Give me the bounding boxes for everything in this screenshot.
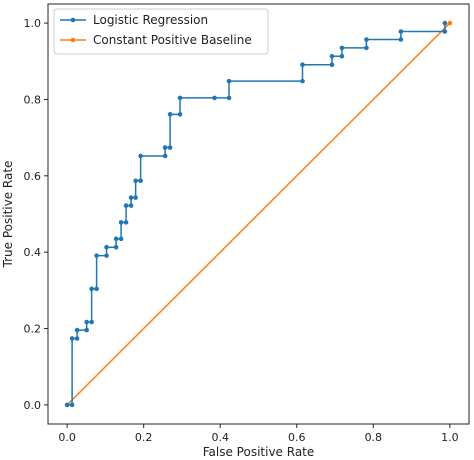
data-point-0: [162, 145, 168, 150]
data-point-0: [162, 153, 168, 159]
y-tick-label: 1.0: [24, 17, 42, 30]
data-point-0: [300, 62, 305, 68]
legend-marker-1: [70, 37, 76, 43]
data-point-0: [113, 244, 119, 250]
data-point-0: [123, 220, 129, 225]
data-point-0: [128, 203, 134, 208]
y-axis-label: True Positive Rate: [1, 161, 15, 269]
data-point-0: [64, 402, 70, 408]
data-point-0: [339, 54, 345, 59]
x-axis-label: False Positive Rate: [203, 445, 315, 459]
data-point-0: [226, 95, 232, 101]
data-point-0: [104, 253, 109, 258]
data-point-0: [84, 327, 89, 333]
data-point-0: [74, 336, 80, 341]
data-point-0: [364, 45, 369, 51]
legend-marker-0: [70, 17, 76, 23]
data-point-0: [364, 37, 369, 42]
data-point-0: [177, 112, 183, 117]
data-point-0: [104, 244, 109, 250]
data-point-0: [329, 62, 335, 68]
y-tick-label: 0.4: [24, 246, 42, 259]
x-tick-label: 0.6: [288, 431, 306, 444]
data-point-0: [177, 95, 183, 101]
data-point-0: [339, 45, 345, 51]
data-point-0: [167, 112, 173, 117]
series-line-1: [66, 22, 451, 406]
y-tick-label: 0.6: [24, 170, 42, 183]
x-axis-ticks: 0.0 0.2 0.4 0.6 0.8 1.0: [58, 424, 459, 444]
data-point-0: [133, 178, 138, 184]
legend: Logistic Regression Constant Positive Bas…: [53, 8, 269, 55]
plot-frame: [47, 3, 470, 425]
data-point-0: [212, 95, 217, 101]
plot-markers: [64, 20, 453, 408]
data-point-0: [226, 78, 232, 84]
legend-box: [53, 8, 269, 55]
data-point-0: [94, 253, 99, 258]
y-tick-label: 0.2: [24, 323, 42, 336]
data-point-0: [128, 195, 134, 200]
data-point-0: [398, 37, 404, 42]
data-point-0: [329, 54, 335, 59]
y-axis-ticks: 0.0 0.2 0.4 0.6 0.8 1.0: [24, 17, 48, 412]
data-point-1: [447, 20, 453, 26]
data-point-0: [113, 236, 119, 242]
data-point-0: [123, 203, 129, 208]
data-point-0: [89, 286, 94, 292]
data-point-0: [442, 20, 448, 26]
y-tick-label: 0.8: [24, 93, 42, 106]
plot-lines: [66, 22, 451, 406]
legend-label-0: Logistic Regression: [93, 13, 208, 27]
data-point-0: [398, 29, 404, 34]
data-point-0: [69, 402, 75, 408]
data-point-0: [300, 78, 305, 84]
data-point-0: [133, 195, 138, 200]
x-tick-label: 0.0: [58, 431, 76, 444]
data-point-0: [89, 319, 94, 325]
data-point-0: [84, 319, 89, 325]
x-tick-label: 0.8: [365, 431, 383, 444]
data-point-0: [167, 145, 173, 150]
series-line-0: [67, 23, 446, 406]
data-point-0: [74, 327, 80, 333]
legend-label-1: Constant Positive Baseline: [93, 33, 252, 47]
x-tick-label: 0.2: [135, 431, 153, 444]
data-point-0: [94, 286, 99, 292]
x-tick-label: 0.4: [211, 431, 229, 444]
data-point-0: [118, 220, 124, 225]
data-point-0: [138, 153, 143, 159]
x-tick-label: 1.0: [441, 431, 459, 444]
y-tick-label: 0.0: [24, 399, 42, 412]
data-point-0: [118, 236, 124, 242]
data-point-0: [138, 178, 143, 184]
data-point-0: [442, 29, 448, 34]
data-point-0: [69, 336, 75, 341]
